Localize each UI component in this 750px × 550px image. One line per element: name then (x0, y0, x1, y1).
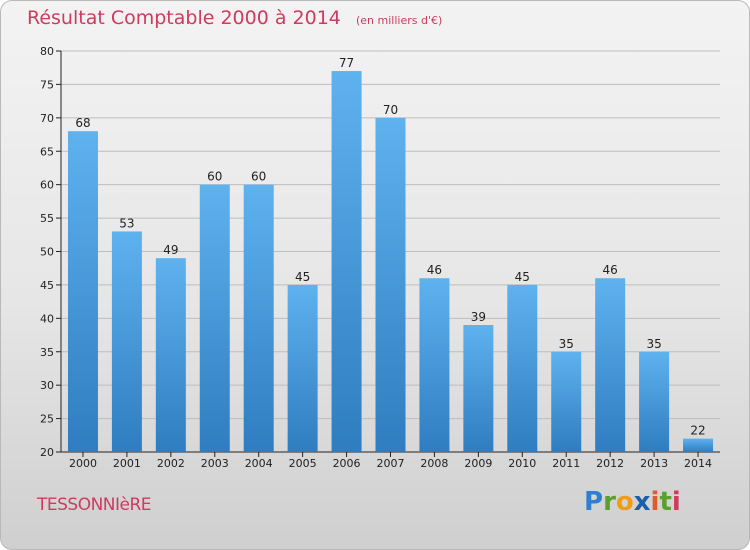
y-tick-label: 70 (40, 112, 54, 125)
y-tick-label: 80 (40, 45, 54, 58)
bar-value-label: 45 (295, 270, 310, 284)
proxiti-logo: Proxiti (584, 487, 681, 517)
bars (67, 71, 714, 453)
x-tick-label: 2001 (113, 457, 141, 470)
y-tick-label: 65 (40, 145, 54, 158)
bar (595, 278, 626, 452)
x-tick-label: 2004 (245, 457, 273, 470)
bar (419, 278, 450, 452)
x-tick-label: 2007 (377, 457, 405, 470)
x-tick-label: 2003 (201, 457, 229, 470)
chart-subtitle: (en milliers d'€) (355, 14, 443, 27)
bar-value-label: 49 (163, 243, 178, 257)
commune-name: TESSONNIèRE (37, 495, 152, 515)
logo-letter: t (659, 487, 672, 517)
bar-value-label: 70 (383, 103, 398, 117)
bar (155, 258, 186, 452)
bar (639, 351, 670, 452)
bar (287, 284, 318, 452)
x-tick-label: 2012 (596, 457, 624, 470)
bar-value-label: 35 (559, 337, 574, 351)
bar-value-label: 60 (207, 170, 222, 184)
x-tick-label: 2009 (464, 457, 492, 470)
logo-letter: o (615, 487, 634, 517)
y-tick-label: 20 (40, 446, 54, 459)
x-tick-label: 2013 (640, 457, 668, 470)
bar (67, 131, 98, 452)
bar-value-label: 22 (690, 424, 705, 438)
y-tick-label: 50 (40, 246, 54, 259)
y-tick-label: 45 (40, 279, 54, 292)
x-tick-label: 2011 (552, 457, 580, 470)
bar-value-label: 46 (427, 263, 442, 277)
x-tick-label: 2010 (508, 457, 536, 470)
bar (375, 117, 406, 452)
chart-title: Résultat Comptable 2000 à 2014 (27, 7, 341, 29)
labels: 20 25 30 35 40 45 50 55 60 65 70 75 80 68 2000 53 2001 49… (40, 45, 712, 470)
bar (683, 438, 714, 452)
y-tick-label: 30 (40, 379, 54, 392)
y-tick-label: 60 (40, 179, 54, 192)
bar (551, 351, 582, 452)
bar-value-label: 45 (515, 270, 530, 284)
bar-value-label: 77 (339, 56, 354, 70)
y-tick-label: 75 (40, 78, 54, 91)
y-tick-label: 25 (40, 413, 54, 426)
bar (243, 184, 274, 452)
bar (111, 231, 142, 452)
bar-value-label: 53 (119, 216, 134, 230)
bar-value-label: 46 (603, 263, 618, 277)
y-tick-label: 55 (40, 212, 54, 225)
x-tick-label: 2006 (333, 457, 361, 470)
bar (199, 184, 230, 452)
bar (463, 325, 494, 452)
logo-letter: i (671, 487, 681, 517)
title-row: Résultat Comptable 2000 à 2014 (en milli… (27, 7, 442, 29)
bar-value-label: 68 (75, 116, 90, 130)
y-tick-label: 40 (40, 312, 54, 325)
x-tick-label: 2008 (420, 457, 448, 470)
bar-value-label: 35 (646, 337, 661, 351)
bar-value-label: 60 (251, 170, 266, 184)
x-tick-label: 2002 (157, 457, 185, 470)
logo-letter: x (633, 487, 651, 517)
bar (331, 71, 362, 453)
x-tick-label: 2000 (69, 457, 97, 470)
bar-value-label: 39 (471, 310, 486, 324)
logo-letter: i (650, 487, 660, 517)
x-tick-label: 2014 (684, 457, 712, 470)
logo-letter: P (584, 487, 604, 517)
logo-letter: r (603, 487, 616, 517)
bar (507, 284, 538, 452)
x-tick-label: 2005 (289, 457, 317, 470)
y-tick-label: 35 (40, 346, 54, 359)
